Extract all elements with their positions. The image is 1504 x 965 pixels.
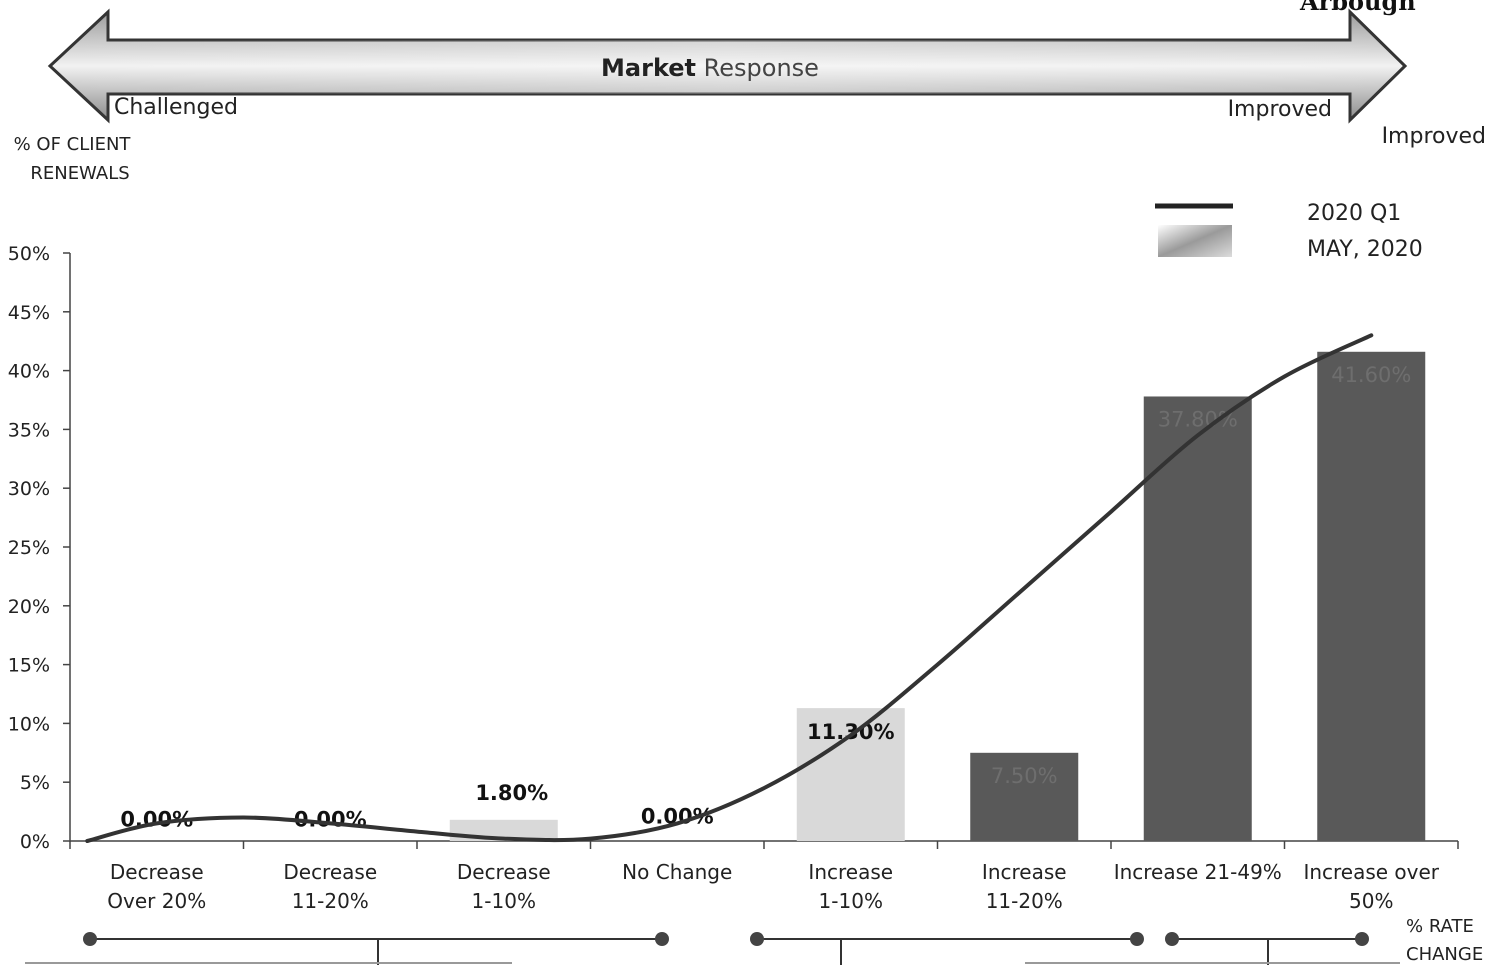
range-bracket-dot <box>1165 932 1179 946</box>
category-label: Decrease <box>283 860 377 884</box>
market-response-banner: Market Response Challenged Improved <box>47 8 1408 124</box>
y-tick-label: 0% <box>20 831 50 853</box>
legend: 2020 Q1 MAY, 2020 <box>1155 201 1423 262</box>
y-tick-label: 45% <box>8 302 50 324</box>
category-label: 1-10% <box>819 889 883 913</box>
bar <box>970 752 1079 841</box>
category-label: Decrease <box>110 860 204 884</box>
banner-title-bold: Market <box>601 54 696 82</box>
category-label: 1-10% <box>472 889 536 913</box>
legend-bar-label: MAY, 2020 <box>1307 237 1423 262</box>
y-tick-label: 5% <box>20 772 50 794</box>
trend-line-2020-q1 <box>85 333 1374 843</box>
y-tick-label: 35% <box>8 419 50 441</box>
y-tick-label: 15% <box>8 655 50 677</box>
y-tick-label: 40% <box>8 361 50 383</box>
x-axis-title-line2: CHANGE <box>1406 944 1483 965</box>
range-bracket-dot <box>83 932 97 946</box>
bar <box>1317 351 1426 841</box>
category-labels: Decrease Over 20% Decrease 11-20% Decrease 1-… <box>107 860 1440 913</box>
range-bracket-dot <box>655 932 669 946</box>
right-outside-label: Improved <box>1382 124 1486 149</box>
range-bracket-dot <box>1355 932 1369 946</box>
bar-value-label: 41.60% <box>1331 363 1411 387</box>
y-tick-label: 50% <box>8 243 50 265</box>
category-label: Increase 21-49% <box>1114 860 1282 884</box>
category-label: Over 20% <box>107 889 206 913</box>
category-label: 11-20% <box>292 889 369 913</box>
y-ticks: 0% 5% 10% 15% 20% 25% 30% 35% 40% 45% 50% <box>8 243 70 853</box>
range-bracket-dot <box>750 932 764 946</box>
category-label: 11-20% <box>986 889 1063 913</box>
category-label: No Change <box>622 860 732 884</box>
bar-value-label: 1.80% <box>475 781 548 805</box>
y-tick-label: 30% <box>8 478 50 500</box>
range-brackets <box>25 932 1400 965</box>
y-tick-label: 10% <box>8 713 50 735</box>
bar-value-label: 37.80% <box>1158 407 1238 431</box>
legend-line-label: 2020 Q1 <box>1307 201 1401 226</box>
y-axis-title-line1: % OF CLIENT <box>14 134 132 155</box>
range-bracket-dot <box>1130 932 1144 946</box>
banner-left-label: Challenged <box>114 95 238 120</box>
category-label: 50% <box>1349 889 1393 913</box>
banner-title-light: Response <box>704 54 819 82</box>
corner-text: Arbough <box>1299 0 1416 16</box>
bars <box>449 351 1426 841</box>
bar <box>1143 396 1252 841</box>
bar-value-label: 7.50% <box>991 764 1058 788</box>
bar <box>796 708 905 841</box>
x-ticks <box>69 841 1459 849</box>
bar-value-label: 11.30% <box>807 720 894 744</box>
legend-bar-swatch <box>1158 225 1232 257</box>
y-tick-label: 20% <box>8 596 50 618</box>
banner-right-label: Improved <box>1228 97 1332 122</box>
category-label: Increase <box>982 860 1067 884</box>
category-label: Increase over <box>1303 860 1439 884</box>
trend-line-layer <box>85 333 1374 843</box>
x-axis-title-line1: % RATE <box>1406 916 1474 937</box>
y-tick-label: 25% <box>8 537 50 559</box>
category-label: Increase <box>808 860 893 884</box>
y-axis-title-line2: RENEWALS <box>30 163 129 184</box>
category-label: Decrease <box>457 860 551 884</box>
banner-title: Market Response <box>601 54 819 82</box>
